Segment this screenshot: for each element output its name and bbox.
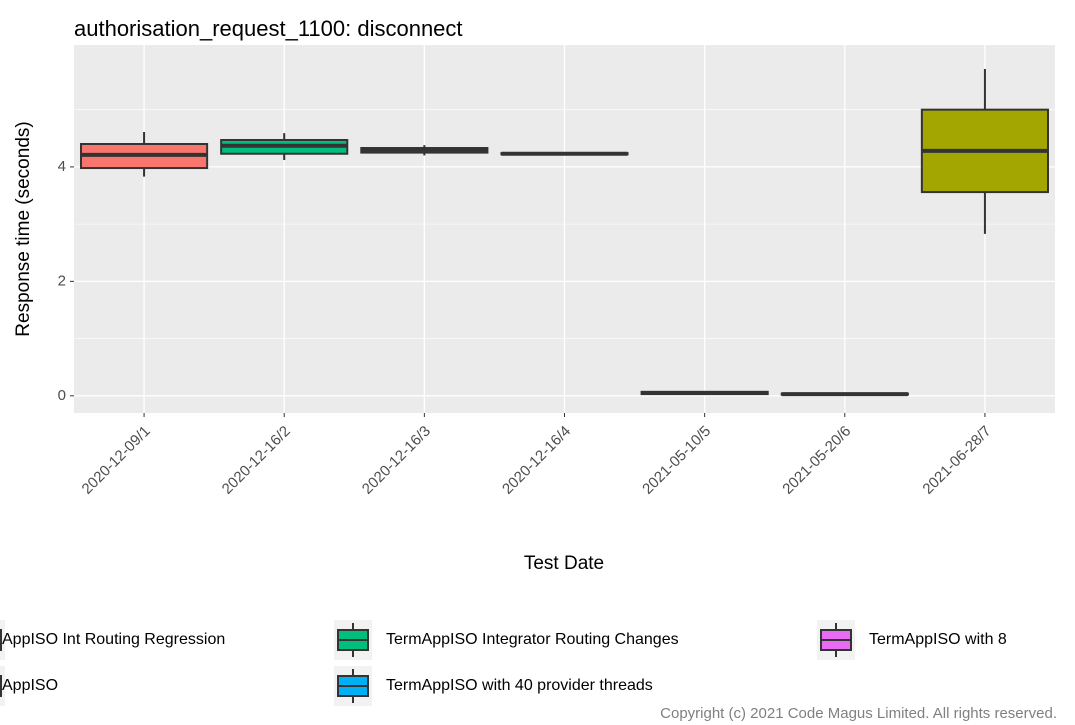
x-tick-label: 2021-05-10/5: [639, 423, 714, 498]
x-tick-label: 2020-12-16/4: [499, 423, 574, 498]
y-tick-label: 4: [58, 158, 66, 175]
legend-key-bg: [0, 666, 5, 706]
x-tick-label: 2021-06-28/7: [919, 423, 994, 498]
y-tick-label: 0: [58, 387, 66, 404]
y-tick-label: 2: [58, 272, 66, 289]
legend-label: TermAppISO with 8: [869, 631, 1007, 648]
legend-key-bg: [0, 620, 5, 660]
legend-label: TermAppISO with 40 provider threads: [386, 677, 653, 694]
x-tick-label: 2020-12-09/1: [79, 423, 154, 498]
x-tick-label: 2020-12-16/3: [359, 423, 434, 498]
legend-label: AppISO Int Routing Regression: [2, 631, 225, 648]
y-axis-title: Response time (seconds): [13, 121, 34, 336]
legend-label: TermAppISO Integrator Routing Changes: [386, 631, 679, 648]
copyright: Copyright (c) 2021 Code Magus Limited. A…: [660, 705, 1057, 722]
x-tick-label: 2020-12-16/2: [219, 423, 294, 498]
x-tick-label: 2021-05-20/6: [779, 423, 854, 498]
chart-title: authorisation_request_1100: disconnect: [74, 16, 463, 41]
x-axis-title: Test Date: [524, 553, 604, 574]
legend-label: AppISO: [2, 677, 58, 694]
